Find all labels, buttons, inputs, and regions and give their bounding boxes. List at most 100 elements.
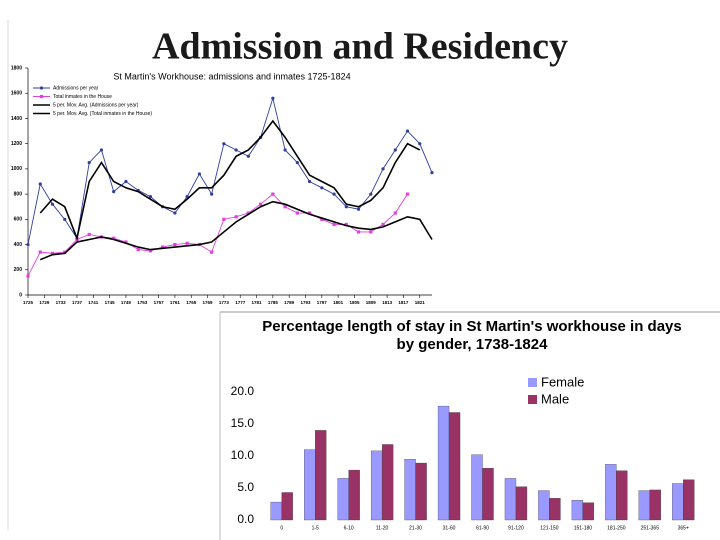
line-series [39, 200, 433, 261]
x-tick-label: 1753 [137, 300, 148, 305]
point [38, 250, 42, 254]
x-tick-label: 1805 [349, 300, 360, 305]
x-tick-label: 1757 [154, 300, 165, 305]
point [234, 215, 238, 219]
point [112, 236, 116, 240]
bar [549, 498, 561, 521]
point [148, 249, 153, 253]
y-tick-label: 200 [14, 267, 23, 273]
legend-marker [39, 86, 44, 90]
bar [683, 479, 695, 521]
x-tick-label: 11-20 [376, 525, 389, 531]
x-tick-label: 61-90 [476, 525, 489, 531]
y-tick-label: 400 [14, 242, 23, 248]
bar [482, 468, 494, 521]
point [307, 211, 312, 215]
point [173, 242, 177, 247]
point [344, 205, 348, 209]
point [222, 217, 226, 221]
y-tick-label: 5.0 [237, 480, 254, 494]
x-tick-label: 1793 [300, 300, 311, 305]
point [320, 217, 324, 221]
y-tick-label: 600 [14, 217, 23, 223]
y-tick-label: 15.0 [231, 416, 255, 430]
point [185, 241, 189, 245]
x-tick-label: 1789 [284, 300, 295, 305]
point [271, 192, 275, 196]
point [26, 242, 30, 247]
bar [582, 502, 595, 521]
point [148, 195, 153, 199]
point [283, 148, 287, 152]
bar [348, 469, 360, 521]
point [393, 211, 397, 215]
line-series [39, 119, 421, 242]
x-tick-label: 1725 [23, 300, 34, 305]
x-tick-label: 1781 [252, 300, 263, 305]
point [332, 192, 336, 196]
x-tick-label: 1733 [56, 300, 67, 305]
bar [638, 490, 650, 521]
bar [571, 500, 584, 521]
x-tick-label: 1773 [219, 300, 230, 305]
point [295, 160, 299, 165]
x-tick-label: 1737 [72, 300, 83, 305]
point [210, 250, 214, 254]
x-tick-label: 151-180 [574, 525, 593, 531]
x-tick-label: 1821 [415, 300, 426, 305]
bar [649, 489, 661, 521]
point [344, 222, 348, 226]
legend-label: 5 per. Mov. Avg. (Admissions per year) [53, 102, 139, 108]
point [332, 222, 336, 226]
bar [270, 501, 282, 521]
bar [616, 470, 628, 521]
point [356, 230, 361, 234]
point [99, 148, 104, 152]
x-tick-label: 91-120 [508, 525, 524, 531]
point [136, 248, 140, 252]
bar [315, 430, 327, 521]
point [197, 172, 201, 176]
legend-label: Female [541, 374, 584, 389]
legend-label: Admissions per year [53, 85, 99, 91]
chart2-frame [220, 312, 720, 540]
bar [504, 478, 517, 521]
point [210, 192, 214, 196]
point [87, 232, 91, 237]
y-tick-label: 10.0 [231, 448, 255, 462]
chart1-title: St Martin's Workhouse: admissions and in… [113, 71, 350, 81]
y-tick-label: 1000 [11, 166, 22, 172]
point [405, 129, 410, 133]
point [234, 148, 238, 152]
point [430, 171, 434, 175]
point [161, 245, 165, 249]
bar [337, 478, 349, 521]
bar [515, 486, 528, 521]
point [87, 160, 91, 165]
bar [605, 464, 617, 521]
x-tick-label: 1729 [39, 300, 50, 305]
point [246, 211, 250, 215]
bar [448, 412, 461, 521]
point [369, 230, 373, 234]
x-tick-label: 181-250 [607, 525, 626, 531]
point [222, 142, 226, 146]
point [381, 167, 385, 171]
legend-label: 5 per. Mov. Avg. (Total inmates in the H… [53, 111, 152, 117]
y-tick-label: 1800 [11, 65, 22, 71]
bar [281, 492, 293, 521]
point [112, 189, 116, 194]
line-series [27, 96, 433, 245]
x-tick-label: 21-30 [409, 525, 422, 531]
x-tick-label: 1777 [235, 300, 246, 305]
x-tick-label: 1749 [121, 300, 132, 305]
point [356, 207, 361, 211]
point [63, 250, 67, 254]
y-tick-label: 0.0 [237, 512, 254, 526]
legend-swatch [528, 395, 537, 404]
bar [672, 483, 684, 521]
x-tick-label: 1745 [105, 300, 116, 305]
bar [538, 490, 550, 521]
x-tick-label: 1-5 [312, 525, 319, 531]
